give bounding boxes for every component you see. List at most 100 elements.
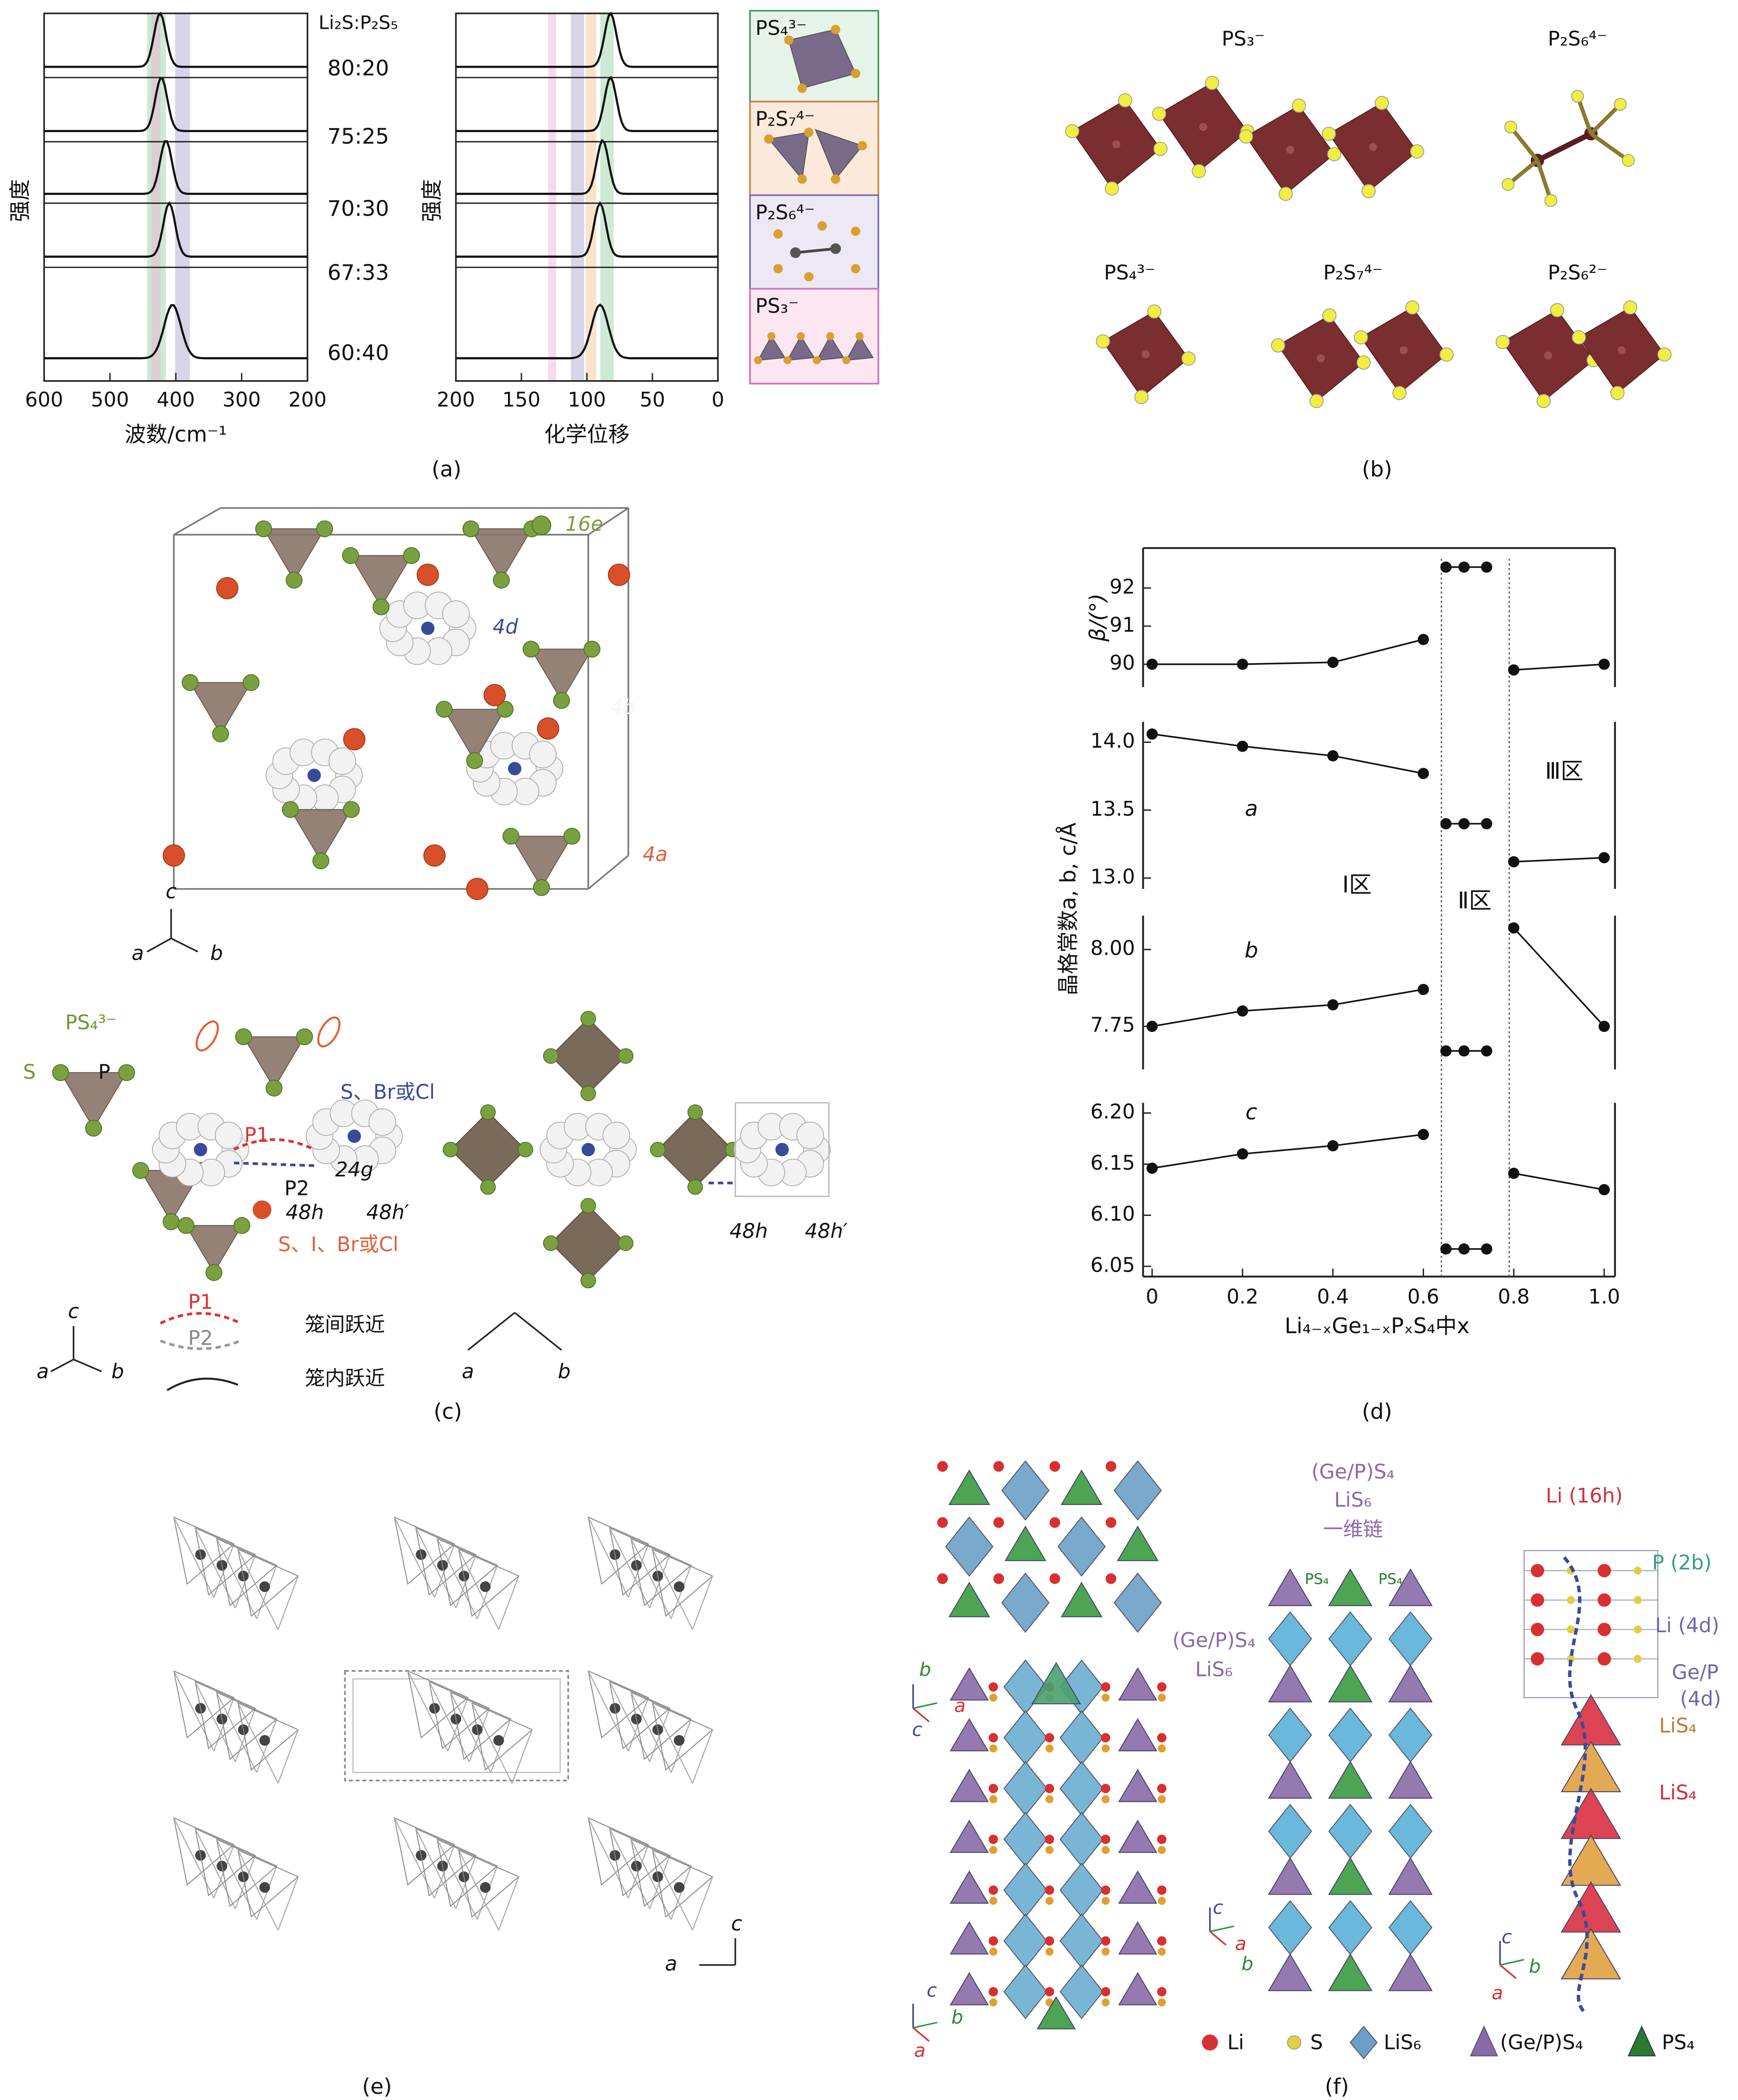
polyhedron — [1328, 1953, 1373, 1991]
wireframe — [216, 1538, 257, 1619]
atom — [988, 1783, 998, 1794]
atom — [1292, 99, 1306, 113]
polyhedron — [1118, 1820, 1158, 1853]
atom — [1045, 1744, 1054, 1753]
polyhedron — [1388, 1900, 1433, 1955]
polyhedron — [1003, 1862, 1048, 1918]
atom — [1567, 1596, 1575, 1604]
structure-label: (4d) — [1680, 1687, 1721, 1711]
subplot-label: b — [1244, 938, 1258, 963]
atom — [480, 1882, 491, 1893]
data-point — [1440, 818, 1452, 830]
wireframe — [588, 1517, 629, 1598]
atom — [563, 827, 581, 845]
structure-label: 48h — [286, 1201, 324, 1224]
atom — [831, 174, 841, 184]
atom — [1045, 1987, 1054, 1997]
atom — [216, 577, 239, 599]
atom — [797, 83, 807, 93]
polyhedron — [1118, 1667, 1158, 1701]
x-tick-label: 0.4 — [1317, 1285, 1349, 1308]
atom — [1147, 304, 1162, 319]
ratio-label: 67:33 — [327, 260, 389, 285]
polyhedron — [1268, 1611, 1312, 1667]
atom — [1633, 1625, 1642, 1634]
y-tick-label: 90 — [1110, 651, 1135, 674]
atom — [537, 717, 559, 740]
atom — [817, 221, 827, 231]
axis-arrow — [913, 1708, 930, 1722]
atom — [851, 264, 861, 274]
polyhedron — [450, 1111, 526, 1188]
data-point — [1237, 740, 1248, 752]
atom — [580, 1273, 596, 1289]
wireframe — [277, 1876, 299, 1930]
wireframe — [630, 1538, 692, 1606]
data-line — [1513, 857, 1605, 863]
atom — [343, 728, 365, 751]
atom — [1158, 1998, 1166, 2007]
atom — [518, 1142, 533, 1157]
x-tick-label: 0 — [1146, 1285, 1159, 1308]
wireframe — [588, 1818, 629, 1899]
wireframe — [490, 1719, 511, 1773]
data-point — [1458, 1243, 1470, 1255]
atom — [1157, 1987, 1167, 1997]
structure-label: b — [1529, 1956, 1540, 1977]
atom — [233, 1217, 250, 1234]
polyhedron — [1561, 1741, 1622, 1792]
polyhedron — [1060, 1964, 1104, 2019]
atom — [1278, 187, 1293, 201]
x-tick-label: 300 — [222, 388, 261, 411]
wireframe — [609, 1828, 651, 1909]
caption: (b) — [1362, 456, 1392, 482]
atom — [988, 1987, 998, 1997]
data-line — [1152, 639, 1424, 665]
atom — [988, 1936, 998, 1946]
atom — [1065, 124, 1080, 139]
atom — [466, 752, 483, 769]
atom — [416, 564, 439, 586]
axis-arrow — [913, 2027, 930, 2042]
atom — [989, 1947, 998, 1956]
atom — [1598, 1623, 1611, 1637]
atom — [1101, 1896, 1110, 1905]
polyhedron — [1561, 1694, 1622, 1746]
atom — [484, 684, 506, 706]
data-point — [1418, 984, 1429, 995]
wireframe — [458, 1548, 520, 1617]
x-tick-label: 0.6 — [1407, 1285, 1439, 1308]
polyhedron — [1388, 1707, 1433, 1763]
x-tick-label: 400 — [157, 388, 195, 411]
tetrahedron — [350, 555, 412, 608]
atom — [1049, 1461, 1060, 1472]
unit-cell — [344, 1670, 569, 1781]
data-point — [1146, 1021, 1158, 1032]
caption: (e) — [362, 2074, 392, 2099]
data-line — [1152, 1133, 1424, 1169]
atom — [1105, 1573, 1117, 1584]
band — [151, 13, 160, 381]
polyhedron — [1268, 1953, 1312, 1991]
atom — [1045, 1947, 1054, 1956]
atom — [1157, 1682, 1167, 1692]
spectrum — [456, 139, 718, 195]
rotation-ring — [317, 1016, 341, 1048]
wireframe — [630, 1538, 672, 1619]
wireframe — [671, 1865, 692, 1920]
atom — [1530, 1623, 1544, 1637]
atom — [1101, 1885, 1111, 1895]
data-point — [1458, 818, 1470, 830]
atom — [1101, 1998, 1110, 2007]
structure-label: Ge/P — [1672, 1660, 1718, 1684]
atom — [989, 1744, 998, 1753]
atom — [1633, 1566, 1642, 1575]
polyhedron — [1003, 1812, 1048, 1867]
data-point — [1458, 1045, 1470, 1057]
structure-label: b — [210, 941, 223, 965]
atom — [804, 127, 814, 137]
wireframe — [434, 1844, 455, 1899]
atom — [988, 1733, 998, 1743]
caption: (a) — [432, 456, 461, 482]
subplot-label: β/(°) — [1085, 593, 1110, 642]
